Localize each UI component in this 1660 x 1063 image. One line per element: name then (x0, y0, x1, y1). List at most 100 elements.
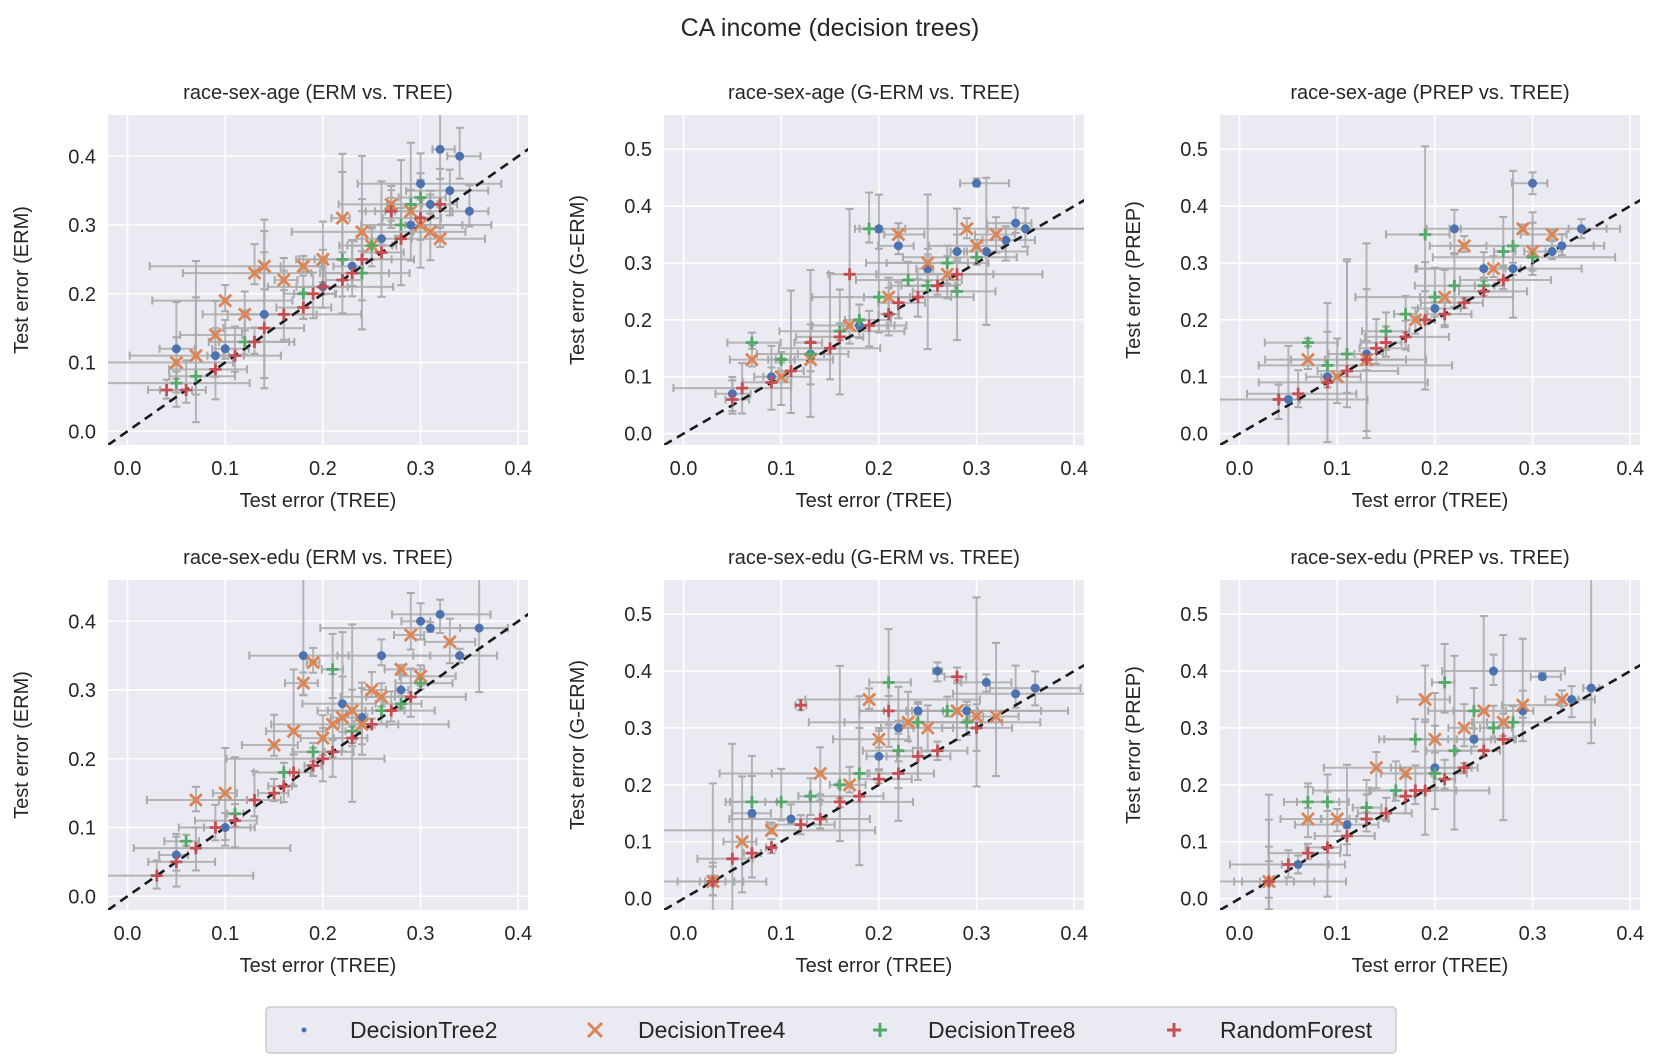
point-randomforest (736, 382, 749, 395)
point-decisiontree4 (920, 720, 935, 735)
point-decisiontree8 (170, 377, 183, 390)
point-randomforest (892, 296, 905, 309)
point-decisiontree8 (1497, 245, 1510, 258)
identity-line (108, 612, 528, 910)
point-decisiontree2 (1342, 820, 1352, 830)
point-decisiontree2 (455, 151, 465, 161)
point-randomforest (765, 841, 778, 854)
x-tick-label: 0.4 (1060, 458, 1088, 480)
point-decisiontree2 (1449, 224, 1459, 234)
point-randomforest (843, 268, 856, 281)
point-randomforest (745, 847, 758, 860)
point-decisiontree8 (395, 697, 408, 710)
y-tick-label: 0.1 (1180, 367, 1208, 389)
point-randomforest (287, 766, 300, 779)
point-decisiontree2 (416, 179, 426, 189)
x-axis-label: Test error (TREE) (1352, 490, 1509, 512)
point-randomforest (833, 795, 846, 808)
point-decisiontree2 (874, 224, 884, 234)
point-randomforest (726, 393, 739, 406)
x-axis-label: Test error (TREE) (796, 955, 953, 977)
point-decisiontree4 (169, 355, 184, 370)
point-randomforest (277, 780, 290, 793)
y-tick-label: 0.0 (1180, 889, 1208, 911)
point-randomforest (1438, 308, 1451, 321)
point-randomforest (970, 721, 983, 734)
x-tick-label: 0.1 (211, 458, 239, 480)
x-tick-label: 0.1 (767, 458, 795, 480)
point-decisiontree8 (1487, 721, 1500, 734)
point-decisiontree8 (1419, 228, 1432, 241)
plot-content (1220, 580, 1640, 910)
y-tick-label: 0.1 (68, 353, 96, 375)
y-tick-label: 0.2 (624, 310, 652, 332)
point-randomforest (1370, 342, 1383, 355)
point-randomforest (1282, 858, 1295, 871)
point-decisiontree2 (425, 623, 435, 633)
plot-area (1220, 115, 1640, 445)
point-decisiontree4 (1457, 238, 1472, 253)
panel-title: race-sex-edu (G-ERM vs. TREE) (728, 547, 1020, 569)
point-decisiontree4 (384, 197, 399, 212)
point-decisiontree4 (247, 266, 262, 281)
point-decisiontree4 (306, 655, 321, 670)
point-decisiontree8 (326, 663, 339, 676)
point-decisiontree4 (394, 662, 409, 677)
x-tick-label: 0.0 (1226, 923, 1254, 945)
point-decisiontree2 (1430, 303, 1440, 313)
point-decisiontree2 (913, 706, 923, 716)
point-decisiontree2 (1479, 264, 1489, 274)
point-decisiontree4 (842, 318, 857, 333)
figure-title: CA income (decision trees) (681, 14, 980, 42)
point-randomforest (706, 875, 719, 888)
point-decisiontree4 (1457, 720, 1472, 735)
point-randomforest (1458, 761, 1471, 774)
point-randomforest (248, 335, 261, 348)
plot-content (108, 580, 528, 910)
point-decisiontree8 (1301, 795, 1314, 808)
point-decisiontree8 (853, 767, 866, 780)
point-randomforest (385, 205, 398, 218)
x-tick-label: 0.3 (963, 458, 991, 480)
y-tick-label: 0.0 (624, 889, 652, 911)
x-axis-label: Test error (TREE) (240, 955, 397, 977)
y-tick-label: 0.2 (1180, 310, 1208, 332)
point-randomforest (297, 301, 310, 314)
point-randomforest (189, 842, 202, 855)
point-decisiontree8 (1448, 744, 1461, 757)
point-randomforest (1380, 807, 1393, 820)
panel-2: 0.0 0.1 0.2 0.3 0.4 0.0 0.1 0.2 0.3 0.4 0.5 race-se… (567, 82, 1088, 512)
point-decisiontree8 (1399, 308, 1412, 321)
x-axis-label: Test error (TREE) (796, 490, 953, 512)
y-tick-label: 0.4 (1180, 196, 1208, 218)
point-decisiontree8 (863, 222, 876, 235)
point-decisiontree2 (1537, 672, 1547, 682)
legend-item-decisiontree2: DecisionTree2 (301, 1017, 497, 1043)
point-randomforest (346, 732, 359, 745)
point-decisiontree2 (1528, 178, 1538, 188)
point-decisiontree4 (862, 692, 877, 707)
point-decisiontree4 (842, 777, 857, 792)
point-decisiontree2 (376, 651, 386, 661)
point-decisiontree8 (307, 745, 320, 758)
point-decisiontree4 (735, 834, 750, 849)
y-tick-label: 0.1 (1180, 832, 1208, 854)
point-decisiontree2 (1469, 734, 1479, 744)
point-decisiontree4 (1418, 692, 1433, 707)
x-tick-label: 0.2 (1421, 458, 1449, 480)
y-tick-label: 0.5 (1180, 604, 1208, 626)
y-tick-label: 0.2 (68, 749, 96, 771)
x-axis-label: Test error (TREE) (1352, 955, 1509, 977)
point-decisiontree4 (315, 252, 330, 267)
point-decisiontree4 (237, 307, 252, 322)
point-decisiontree4 (1330, 369, 1345, 384)
point-randomforest (1360, 353, 1373, 366)
point-randomforest (316, 280, 329, 293)
point-randomforest (1419, 313, 1432, 326)
x-tick-label: 0.2 (865, 923, 893, 945)
point-randomforest (814, 812, 827, 825)
point-decisiontree2 (171, 850, 181, 860)
point-decisiontree4 (1515, 698, 1530, 713)
point-decisiontree2 (259, 309, 269, 319)
panel-4: 0.0 0.1 0.2 0.3 0.4 0.0 0.1 0.2 0.3 0.4 race-sex-e… (11, 547, 532, 977)
